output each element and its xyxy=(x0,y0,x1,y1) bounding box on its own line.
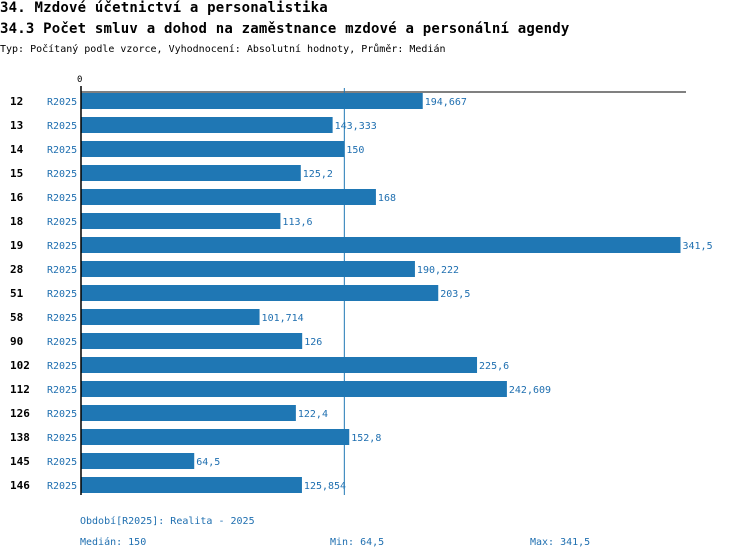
value-label: 168 xyxy=(378,193,396,204)
series-label: R2025 xyxy=(47,385,77,396)
series-label: R2025 xyxy=(47,313,77,324)
series-label: R2025 xyxy=(47,433,77,444)
chart-meta: Typ: Počítaný podle vzorce, Vyhodnocení:… xyxy=(0,44,446,55)
value-label: 341,5 xyxy=(683,241,713,252)
bar xyxy=(81,237,681,253)
bar xyxy=(81,357,478,373)
bar xyxy=(81,309,260,325)
series-label: R2025 xyxy=(47,457,77,468)
category-label: 102 xyxy=(10,359,30,372)
series-label: R2025 xyxy=(47,289,77,300)
value-label: 125,854 xyxy=(304,481,346,492)
value-label: 125,2 xyxy=(303,169,333,180)
value-label: 194,667 xyxy=(425,97,467,108)
bar xyxy=(81,165,301,181)
bar xyxy=(81,189,376,205)
series-label: R2025 xyxy=(47,241,77,252)
category-label: 126 xyxy=(10,407,30,420)
series-label: R2025 xyxy=(47,265,77,276)
bar xyxy=(81,381,507,397)
bar xyxy=(81,141,345,157)
bar xyxy=(81,333,303,349)
series-label: R2025 xyxy=(47,97,77,108)
value-label: 113,6 xyxy=(282,217,312,228)
category-label: 13 xyxy=(10,119,23,132)
value-label: 150 xyxy=(346,145,364,156)
bar xyxy=(81,261,415,277)
chart-subtitle: 34.3 Počet smluv a dohod na zaměstnance … xyxy=(0,21,570,37)
value-label: 190,222 xyxy=(417,265,459,276)
category-label: 19 xyxy=(10,239,23,252)
bar xyxy=(81,285,439,301)
value-label: 152,8 xyxy=(351,433,381,444)
footer-min: Min: 64,5 xyxy=(330,537,385,548)
category-label: 28 xyxy=(10,263,23,276)
series-label: R2025 xyxy=(47,217,77,228)
bar xyxy=(81,429,350,445)
bar xyxy=(81,117,333,133)
category-label: 51 xyxy=(10,287,24,300)
value-label: 225,6 xyxy=(479,361,509,372)
series-label: R2025 xyxy=(47,145,77,156)
series-label: R2025 xyxy=(47,361,77,372)
category-label: 16 xyxy=(10,191,24,204)
value-label: 203,5 xyxy=(440,289,470,300)
category-label: 90 xyxy=(10,335,23,348)
footer-max: Max: 341,5 xyxy=(530,537,591,548)
value-label: 101,714 xyxy=(262,313,304,324)
value-label: 64,5 xyxy=(196,457,220,468)
value-label: 143,333 xyxy=(335,121,377,132)
bar xyxy=(81,453,195,469)
series-label: R2025 xyxy=(47,121,77,132)
series-label: R2025 xyxy=(47,409,77,420)
category-label: 12 xyxy=(10,95,23,108)
series-label: R2025 xyxy=(47,481,77,492)
bar xyxy=(81,93,423,109)
footer-period: Období[R2025]: Realita - 2025 xyxy=(80,516,255,527)
bar xyxy=(81,405,296,421)
footer-median: Medián: 150 xyxy=(80,537,147,548)
series-label: R2025 xyxy=(47,337,77,348)
category-label: 14 xyxy=(10,143,24,156)
category-label: 15 xyxy=(10,167,23,180)
axis-zero-label: 0 xyxy=(77,75,83,85)
category-label: 138 xyxy=(10,431,30,444)
category-label: 58 xyxy=(10,311,23,324)
value-label: 122,4 xyxy=(298,409,328,420)
value-label: 242,609 xyxy=(509,385,551,396)
series-label: R2025 xyxy=(47,169,77,180)
chart-title: 34. Mzdové účetnictví a personalistika xyxy=(0,0,328,16)
series-label: R2025 xyxy=(47,193,77,204)
bar xyxy=(81,213,281,229)
category-label: 145 xyxy=(10,455,30,468)
category-label: 112 xyxy=(10,383,30,396)
value-label: 126 xyxy=(304,337,322,348)
bar xyxy=(81,477,302,493)
category-label: 18 xyxy=(10,215,23,228)
category-label: 146 xyxy=(10,479,30,492)
